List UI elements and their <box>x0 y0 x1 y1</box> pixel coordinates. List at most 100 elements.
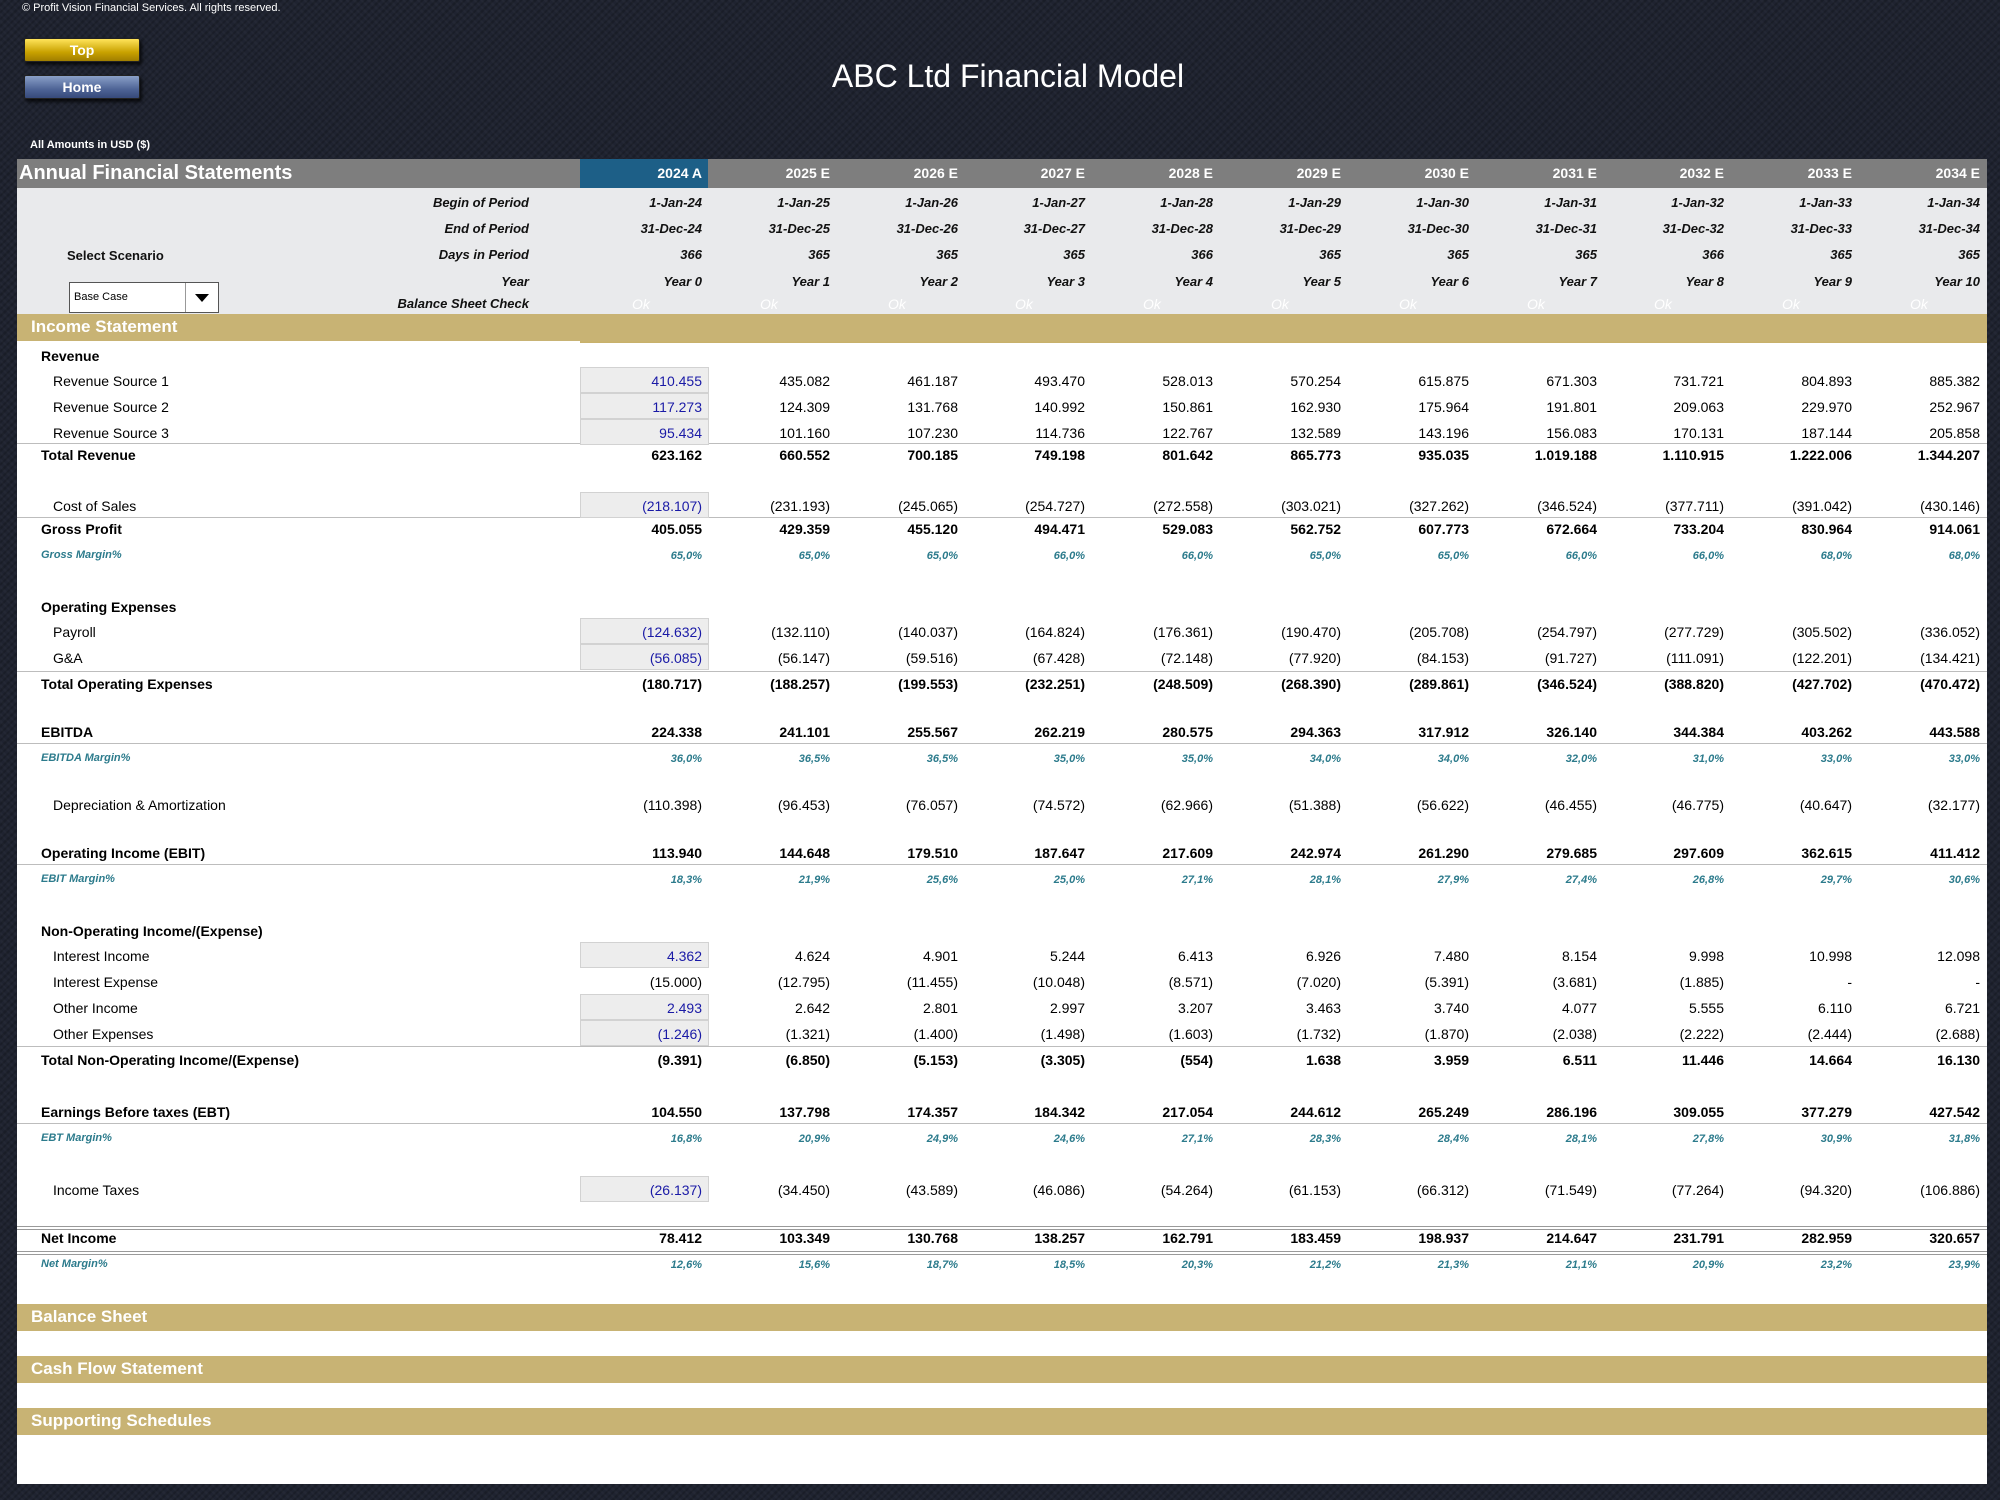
timing-days-value: 365 <box>1063 247 1085 262</box>
cell-total-rev: 801.642 <box>1162 447 1213 463</box>
cell-ga: (67.428) <box>1032 650 1085 666</box>
input-cell[interactable] <box>580 367 709 393</box>
cell-int-inc: 6.926 <box>1305 948 1341 964</box>
year-header: 2029 E <box>1296 165 1341 181</box>
cell-payroll[interactable]: (124.632) <box>642 624 702 640</box>
cell-rev2: 140.992 <box>1034 399 1085 415</box>
timing-year-value: Year 0 <box>663 274 702 289</box>
timing-year-value: Year 1 <box>791 274 830 289</box>
cell-taxes: (61.153) <box>1288 1182 1341 1198</box>
cell-ebt: 217.054 <box>1162 1104 1213 1120</box>
cell-payroll: (140.037) <box>898 624 958 640</box>
cell-gross-margin: 65,0% <box>798 550 830 562</box>
section-supporting-schedules[interactable]: Supporting Schedules <box>17 1408 1987 1435</box>
cell-oth-exp[interactable]: (1.246) <box>657 1026 702 1042</box>
cell-net-income: 130.768 <box>907 1230 958 1246</box>
timing-end-value: 31-Dec-26 <box>896 221 958 236</box>
cell-rev1[interactable]: 410.455 <box>651 373 702 389</box>
home-button[interactable]: Home <box>24 75 140 99</box>
cell-ebitda: 403.262 <box>1801 724 1852 740</box>
cell-ebit: 217.609 <box>1162 845 1213 861</box>
top-button[interactable]: Top <box>24 38 140 62</box>
cell-rev1: 493.470 <box>1034 373 1085 389</box>
cell-taxes[interactable]: (26.137) <box>649 1182 702 1198</box>
row-separator <box>17 517 1987 518</box>
cell-rev1: 461.187 <box>907 373 958 389</box>
cell-cos[interactable]: (218.107) <box>642 498 702 514</box>
cell-ebitda: 255.567 <box>907 724 958 740</box>
cell-int-exp: (3.681) <box>1552 974 1597 990</box>
cell-rev2[interactable]: 117.273 <box>652 399 702 415</box>
balance-check-ok: Ok <box>1910 296 1928 312</box>
cell-rev3: 187.144 <box>1801 425 1852 441</box>
cell-ebit: 261.290 <box>1418 845 1469 861</box>
row-label-net-income: Net Income <box>41 1230 117 1246</box>
copyright-text: © Profit Vision Financial Services. All … <box>22 2 281 14</box>
timing-begin-value: 1-Jan-29 <box>1288 195 1341 210</box>
cell-net-margin: 21,3% <box>1437 1259 1469 1271</box>
cell-payroll: (254.797) <box>1537 624 1597 640</box>
cell-int-inc[interactable]: 4.362 <box>666 948 702 964</box>
input-cell[interactable] <box>580 942 709 968</box>
cell-oth-inc: 2.801 <box>922 1000 958 1016</box>
section-income-statement[interactable]: Income Statement <box>17 314 1987 341</box>
input-cell[interactable] <box>580 419 709 445</box>
balance-check-ok: Ok <box>1271 296 1289 312</box>
cell-int-inc: 10.998 <box>1809 948 1852 964</box>
cell-int-inc: 6.413 <box>1177 948 1213 964</box>
input-cell[interactable] <box>580 393 709 419</box>
cell-ebitda: 344.384 <box>1673 724 1724 740</box>
cell-ebt: 137.798 <box>779 1104 830 1120</box>
cell-cos: (303.021) <box>1281 498 1341 514</box>
row-label-total-rev: Total Revenue <box>41 447 136 463</box>
cell-ga: (84.153) <box>1416 650 1469 666</box>
section-balance-sheet[interactable]: Balance Sheet <box>17 1304 1987 1331</box>
cell-gross-profit: 494.471 <box>1034 521 1085 537</box>
cell-oth-exp: (1.321) <box>785 1026 830 1042</box>
section-title: Income Statement <box>31 317 178 336</box>
cell-gross-margin: 65,0% <box>1309 550 1341 562</box>
cell-oth-exp: (1.732) <box>1296 1026 1341 1042</box>
cell-net-income: 183.459 <box>1290 1230 1341 1246</box>
year-header: 2034 E <box>1935 165 1980 181</box>
input-cell[interactable] <box>580 644 709 670</box>
cell-taxes: (34.450) <box>777 1182 830 1198</box>
cell-ga[interactable]: (56.085) <box>649 650 702 666</box>
timing-begin-value: 1-Jan-34 <box>1927 195 1980 210</box>
input-cell[interactable] <box>580 994 709 1020</box>
chevron-down-icon[interactable] <box>185 283 218 312</box>
cell-taxes: (43.589) <box>905 1182 958 1198</box>
input-cell[interactable] <box>580 492 709 518</box>
balance-check-ok: Ok <box>760 296 778 312</box>
cell-int-exp: - <box>1975 974 1980 990</box>
cell-net-income: 214.647 <box>1546 1230 1597 1246</box>
row-label-cos: Cost of Sales <box>53 498 137 514</box>
cell-oth-inc[interactable]: 2.493 <box>666 1000 702 1016</box>
cell-total-nonop: 3.959 <box>1433 1052 1469 1068</box>
cell-gross-margin: 68,0% <box>1820 550 1852 562</box>
cell-ebitda: 326.140 <box>1546 724 1597 740</box>
cell-ga: (77.920) <box>1288 650 1341 666</box>
section-cash-flow-statement[interactable]: Cash Flow Statement <box>17 1356 1987 1383</box>
cell-oth-inc: 3.463 <box>1305 1000 1341 1016</box>
cell-ga: (134.421) <box>1920 650 1980 666</box>
cell-total-nonop: (5.153) <box>913 1052 958 1068</box>
row-label-rev3: Revenue Source 3 <box>53 425 169 441</box>
cell-total-nonop: (6.850) <box>785 1052 830 1068</box>
row-label-total-opex: Total Operating Expenses <box>41 676 213 692</box>
cell-payroll: (305.502) <box>1792 624 1852 640</box>
input-cell[interactable] <box>580 1176 709 1202</box>
input-cell[interactable] <box>580 618 709 644</box>
input-cell[interactable] <box>580 1020 709 1046</box>
row-separator <box>17 1123 1987 1124</box>
cell-rev3[interactable]: 95.434 <box>659 425 702 441</box>
cell-total-nonop: 1.638 <box>1305 1052 1341 1068</box>
cell-ebitda: 443.588 <box>1929 724 1980 740</box>
cell-ebit: 144.648 <box>779 845 830 861</box>
scenario-dropdown[interactable]: Base Case <box>69 282 219 313</box>
cell-payroll: (132.110) <box>771 624 830 640</box>
cell-oth-exp: (1.870) <box>1424 1026 1469 1042</box>
cell-ebit-margin: 25,6% <box>926 874 958 886</box>
cell-ebit: 113.940 <box>652 845 702 861</box>
cell-total-opex: (188.257) <box>770 676 830 692</box>
